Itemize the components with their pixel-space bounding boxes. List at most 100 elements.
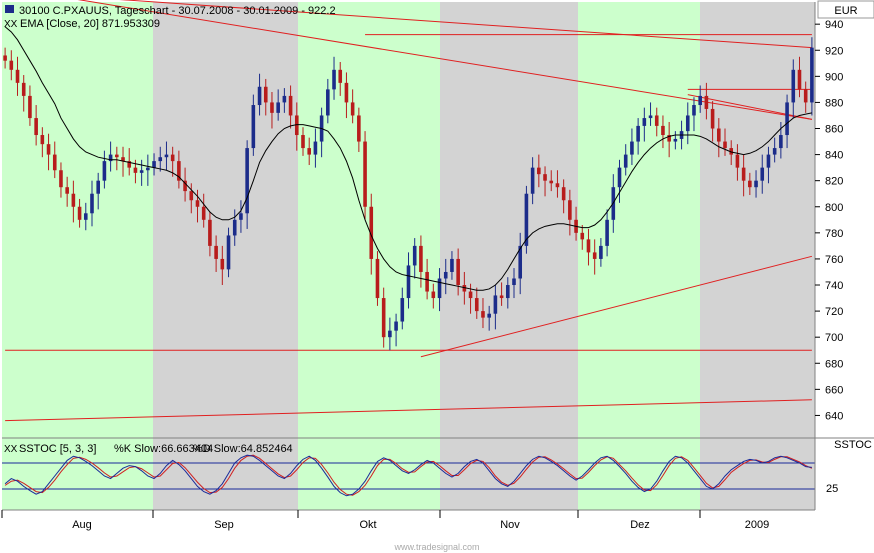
candle-body: [568, 200, 572, 220]
candle-body: [46, 144, 51, 155]
candle-body: [797, 69, 802, 90]
candle-body: [313, 141, 318, 155]
month-band-Nov: [440, 2, 578, 510]
candle-body: [344, 82, 349, 103]
candle-body: [108, 154, 113, 162]
candle-body: [803, 89, 808, 103]
stoch-label-icon: XX: [4, 444, 18, 455]
stoch-title: SSTOC [5, 3, 3]: [19, 443, 96, 455]
candle-body: [580, 232, 585, 240]
candle-body: [561, 187, 566, 201]
candle-body: [729, 148, 734, 155]
stoch-d-label: %D Slow:64.852464: [193, 443, 293, 455]
candle-body: [456, 258, 460, 286]
candle-body: [431, 291, 436, 299]
candle-body: [667, 135, 671, 142]
candle-body: [443, 271, 448, 279]
y-tick-label: 800: [825, 202, 843, 214]
candle-body: [698, 95, 702, 106]
candle-body: [152, 161, 156, 168]
candle-body: [158, 157, 163, 162]
candle-body: [350, 102, 355, 116]
candle-body: [599, 245, 603, 259]
y-tick-label: 860: [825, 124, 843, 136]
y-axis-panel: [815, 0, 874, 553]
candle-body: [59, 170, 63, 188]
candle-body: [388, 330, 392, 338]
ema-label-icon: XX: [4, 19, 18, 30]
candle-body: [257, 86, 262, 106]
candle-body: [406, 265, 411, 299]
series-color-swatch: [5, 5, 14, 13]
candle-body: [381, 298, 386, 338]
candle-body: [3, 55, 7, 61]
x-tick-label: 2009: [745, 519, 769, 531]
x-tick-label: Sep: [214, 519, 234, 531]
y-tick-label: 840: [825, 150, 843, 162]
candle-body: [121, 157, 125, 162]
candle-body: [710, 108, 715, 129]
candle-body: [71, 193, 76, 207]
candle-body: [251, 105, 256, 149]
candle-body: [512, 278, 516, 286]
candle-body: [90, 193, 94, 214]
candle-body: [133, 167, 138, 173]
candle-body: [139, 170, 144, 173]
stochastic-panel: [2, 454, 815, 497]
candle-body: [530, 167, 535, 194]
candle-body: [34, 118, 38, 136]
candle-body: [282, 95, 287, 103]
candle-body: [177, 161, 181, 181]
candle-body: [481, 311, 485, 318]
candlesticks: [3, 37, 814, 351]
trendlines: [5, 0, 813, 422]
candle-body: [543, 174, 547, 181]
y-tick-label: 700: [825, 332, 843, 344]
candle-body: [760, 167, 765, 181]
y-tick-label: 720: [825, 306, 843, 318]
candle-body: [592, 252, 597, 259]
candle-body: [425, 271, 429, 292]
candle-body: [214, 245, 218, 259]
candle-body: [493, 295, 498, 314]
candle-body: [288, 95, 293, 116]
candle-body: [127, 161, 132, 168]
candle-body: [65, 187, 69, 194]
candle-body: [394, 321, 398, 331]
candle-body: [208, 219, 212, 246]
x-tick-label: Dez: [630, 519, 650, 531]
candle-body: [400, 298, 405, 322]
candle-body: [487, 313, 491, 318]
candle-body: [245, 148, 249, 214]
candle-body: [630, 141, 634, 155]
candle-body: [220, 258, 225, 270]
candle-body: [704, 95, 709, 109]
candle-body: [357, 115, 361, 142]
candle-body: [617, 167, 622, 188]
candle-body: [170, 154, 175, 162]
candle-body: [524, 193, 529, 246]
trendline: [119, 0, 812, 49]
month-band-2009: [700, 2, 815, 510]
candle-body: [766, 154, 771, 168]
month-band-Dez: [578, 2, 700, 510]
candle-body: [754, 180, 758, 188]
candle-body: [654, 115, 659, 126]
candle-body: [474, 298, 479, 312]
candle-body: [748, 180, 752, 188]
y-tick-label: 820: [825, 176, 843, 188]
x-axis-panel: [0, 510, 874, 553]
y-tick-label: 640: [825, 410, 843, 422]
candle-body: [735, 154, 740, 168]
candle-body: [648, 115, 653, 119]
candle-body: [21, 82, 26, 96]
trendline: [420, 255, 813, 358]
month-band-Sep: [153, 2, 298, 510]
candle-body: [779, 135, 783, 149]
y-tick-label: 940: [825, 19, 843, 31]
stoch-line-dslow: [4, 454, 813, 496]
candle-body: [723, 141, 727, 149]
month-band-Okt: [298, 2, 440, 510]
candle-body: [146, 167, 150, 171]
